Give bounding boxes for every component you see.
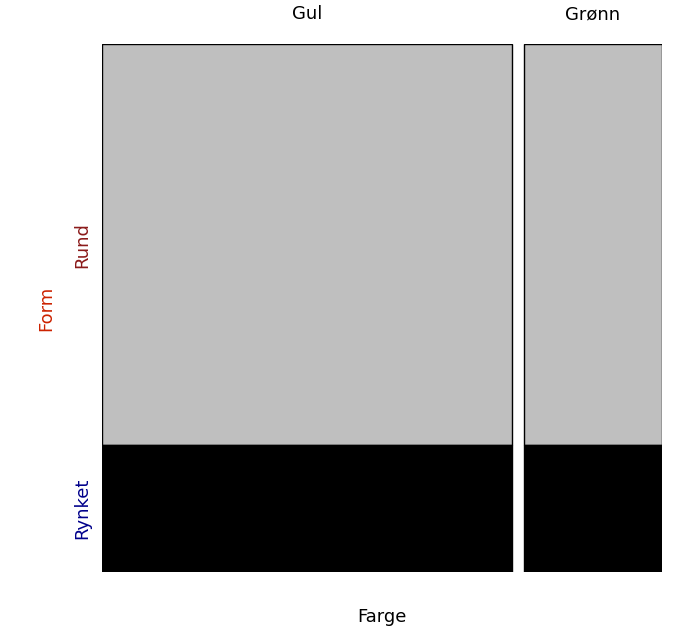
Text: Rynket: Rynket bbox=[73, 478, 91, 539]
Bar bbox=[524, 445, 662, 572]
Bar bbox=[102, 445, 512, 572]
Text: Form: Form bbox=[38, 285, 55, 331]
Bar bbox=[524, 44, 662, 445]
Text: Rund: Rund bbox=[73, 222, 91, 268]
Text: Gul: Gul bbox=[292, 5, 322, 23]
Text: Farge: Farge bbox=[357, 608, 406, 626]
Text: Grønn: Grønn bbox=[565, 5, 620, 23]
Bar bbox=[102, 44, 512, 445]
